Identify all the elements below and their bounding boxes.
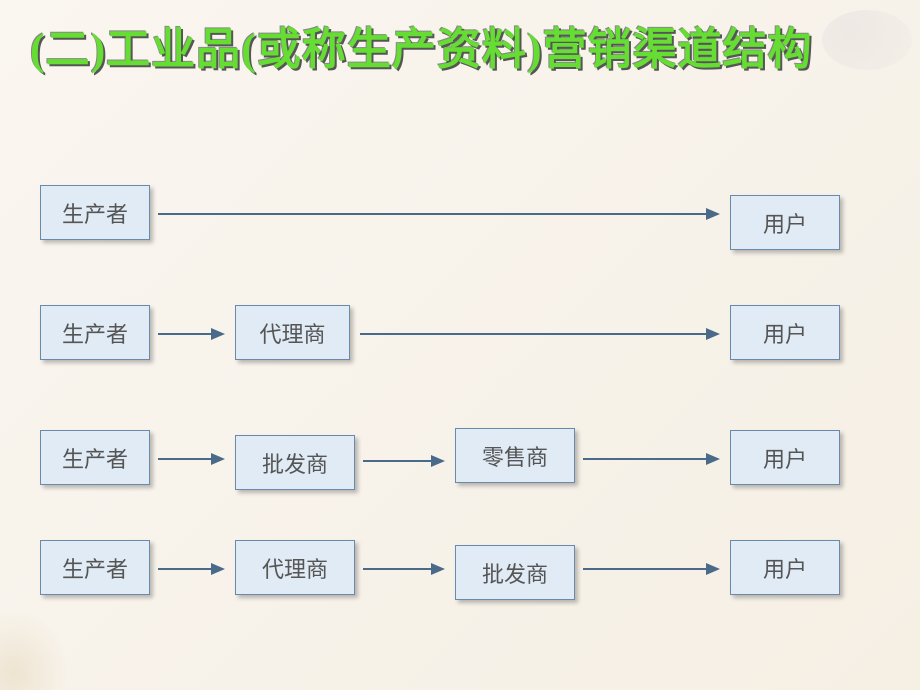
edge-7 xyxy=(363,568,443,570)
edge-6 xyxy=(158,568,223,570)
edge-2 xyxy=(360,333,718,335)
edge-0 xyxy=(158,213,718,215)
slide-title: (二)工业品(或称生产资料)营销渠道结构 xyxy=(0,0,920,89)
node-u1: 用户 xyxy=(730,195,840,250)
corner-watermark xyxy=(822,10,912,70)
node-u2: 用户 xyxy=(730,305,840,360)
node-w3: 批发商 xyxy=(235,435,355,490)
edge-5 xyxy=(583,458,718,460)
node-p4: 生产者 xyxy=(40,540,150,595)
node-a2: 代理商 xyxy=(235,305,350,360)
node-a4: 代理商 xyxy=(235,540,355,595)
edge-3 xyxy=(158,458,223,460)
node-p2: 生产者 xyxy=(40,305,150,360)
node-u3: 用户 xyxy=(730,430,840,485)
node-r3: 零售商 xyxy=(455,428,575,483)
edge-8 xyxy=(583,568,718,570)
edge-4 xyxy=(363,460,443,462)
edge-1 xyxy=(158,333,223,335)
node-p3: 生产者 xyxy=(40,430,150,485)
node-u4: 用户 xyxy=(730,540,840,595)
node-p1: 生产者 xyxy=(40,185,150,240)
channel-diagram: 生产者用户生产者代理商用户生产者批发商零售商用户生产者代理商批发商用户 xyxy=(0,170,920,680)
node-w4: 批发商 xyxy=(455,545,575,600)
